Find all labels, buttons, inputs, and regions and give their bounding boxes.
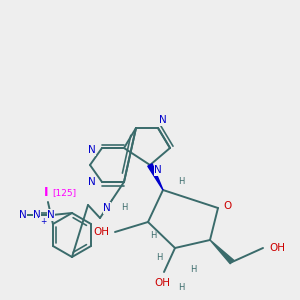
Text: N: N bbox=[33, 210, 41, 220]
Text: O: O bbox=[224, 201, 232, 211]
Text: I: I bbox=[44, 187, 48, 200]
Text: N: N bbox=[19, 210, 27, 220]
Text: OH: OH bbox=[269, 243, 285, 253]
Text: OH: OH bbox=[93, 227, 109, 237]
Text: N: N bbox=[154, 165, 162, 175]
Text: N: N bbox=[159, 115, 167, 125]
Text: H: H bbox=[156, 254, 162, 262]
Text: [125]: [125] bbox=[52, 188, 76, 197]
Text: H: H bbox=[150, 232, 156, 241]
Text: OH: OH bbox=[154, 278, 170, 288]
Text: N: N bbox=[88, 177, 96, 187]
Text: H: H bbox=[178, 178, 184, 187]
Polygon shape bbox=[210, 240, 234, 264]
Polygon shape bbox=[148, 164, 163, 190]
Text: +: + bbox=[40, 218, 46, 226]
Text: N: N bbox=[47, 210, 55, 220]
Text: N: N bbox=[103, 203, 111, 213]
Text: H: H bbox=[121, 203, 127, 212]
Text: H: H bbox=[190, 266, 196, 274]
Text: N: N bbox=[88, 145, 96, 155]
Text: H: H bbox=[178, 284, 184, 292]
